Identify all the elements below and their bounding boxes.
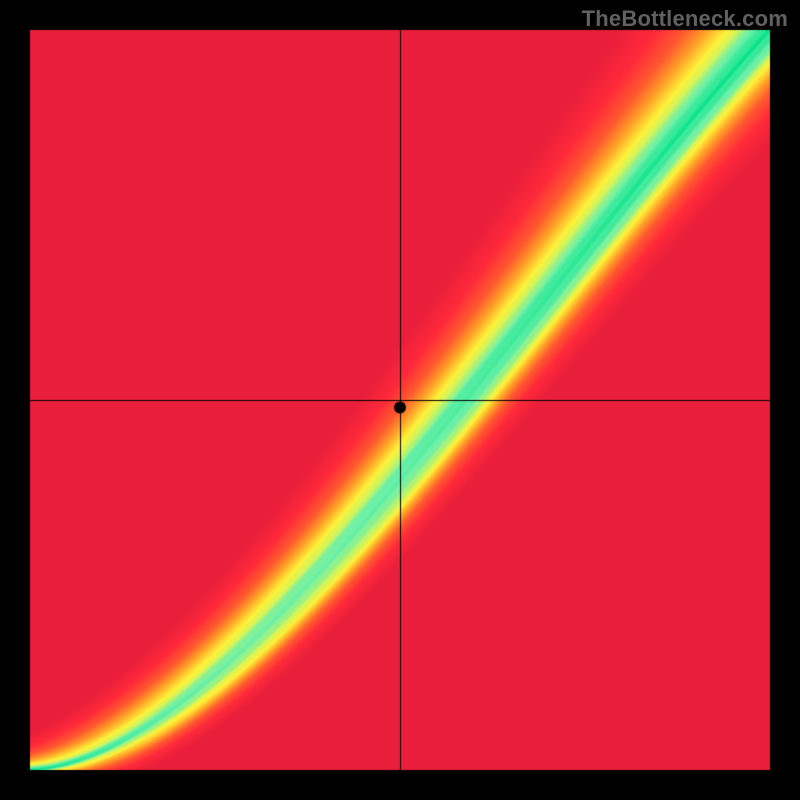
root-container: TheBottleneck.com [0,0,800,800]
heatmap-canvas [0,0,800,800]
watermark-text: TheBottleneck.com [582,6,788,32]
